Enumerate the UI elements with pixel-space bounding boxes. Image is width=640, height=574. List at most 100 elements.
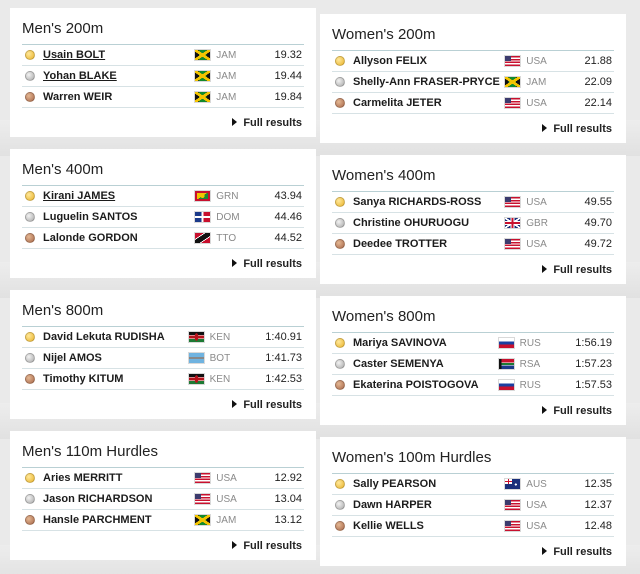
play-arrow-icon bbox=[542, 124, 548, 132]
result-time: 1:56.19 bbox=[575, 337, 612, 349]
country-code: USA bbox=[526, 520, 547, 532]
results-table: Kirani JAMES GRN 43.94 Luguelin SANTOS D… bbox=[22, 185, 304, 249]
full-results-link[interactable]: Full results bbox=[332, 255, 614, 284]
result-row: Mariya SAVINOVA RUS 1:56.19 bbox=[332, 333, 614, 354]
result-row: Dawn HARPER USA 12.37 bbox=[332, 495, 614, 516]
play-arrow-icon bbox=[542, 547, 548, 555]
gold-medal-icon bbox=[25, 473, 35, 483]
result-time: 21.88 bbox=[584, 55, 612, 67]
result-time: 43.94 bbox=[274, 190, 302, 202]
country-code: GRN bbox=[216, 190, 239, 202]
country-code: TTO bbox=[216, 232, 237, 244]
full-results-label: Full results bbox=[243, 258, 302, 270]
athlete-name-link[interactable]: Yohan BLAKE bbox=[43, 70, 117, 82]
bronze-medal-icon bbox=[25, 515, 35, 525]
play-arrow-icon bbox=[232, 541, 238, 549]
usa-flag-icon bbox=[505, 197, 521, 207]
result-row: Christine OHURUOGU GBR 49.70 bbox=[332, 213, 614, 234]
kenya-flag-icon bbox=[188, 332, 204, 342]
result-time: 1:57.23 bbox=[575, 358, 612, 370]
result-time: 1:57.53 bbox=[575, 379, 612, 391]
results-table: Sally PEARSON AUS 12.35 Dawn HARPER USA … bbox=[332, 473, 614, 537]
country-code: USA bbox=[526, 238, 547, 250]
play-arrow-icon bbox=[232, 259, 238, 267]
athlete-name: Caster SEMENYA bbox=[353, 358, 444, 370]
athlete-name: Aries MERRITT bbox=[43, 472, 123, 484]
silver-medal-icon bbox=[335, 218, 345, 228]
gold-medal-icon bbox=[25, 50, 35, 60]
result-time: 1:41.73 bbox=[265, 352, 302, 364]
event-title: Men's 110m Hurdles bbox=[22, 443, 158, 460]
country-code: DOM bbox=[216, 211, 240, 223]
gold-medal-icon bbox=[335, 56, 345, 66]
full-results-label: Full results bbox=[553, 264, 612, 276]
results-table: Mariya SAVINOVA RUS 1:56.19 Caster SEMEN… bbox=[332, 332, 614, 396]
result-time: 19.44 bbox=[274, 70, 302, 82]
silver-medal-icon bbox=[25, 212, 35, 222]
bronze-medal-icon bbox=[335, 98, 345, 108]
full-results-link[interactable]: Full results bbox=[22, 108, 304, 137]
silver-medal-icon bbox=[25, 353, 35, 363]
athlete-name: Warren WEIR bbox=[43, 91, 113, 103]
result-time: 13.04 bbox=[274, 493, 302, 505]
jamaica-flag-icon bbox=[195, 50, 211, 60]
russia-flag-icon bbox=[498, 380, 514, 390]
result-row: Usain BOLT JAM 19.32 bbox=[22, 45, 304, 66]
athlete-name: David Lekuta RUDISHA bbox=[43, 331, 165, 343]
result-time: 1:42.53 bbox=[265, 373, 302, 385]
result-row: Aries MERRITT USA 12.92 bbox=[22, 468, 304, 489]
athlete-name: Deedee TROTTER bbox=[353, 238, 448, 250]
country-code: JAM bbox=[526, 76, 547, 88]
result-row: Ekaterina POISTOGOVA RUS 1:57.53 bbox=[332, 375, 614, 396]
result-time: 13.12 bbox=[274, 514, 302, 526]
full-results-link[interactable]: Full results bbox=[22, 531, 304, 560]
south-africa-flag-icon bbox=[498, 359, 514, 369]
play-arrow-icon bbox=[232, 400, 238, 408]
result-time: 1:40.91 bbox=[265, 331, 302, 343]
athlete-name: Timothy KITUM bbox=[43, 373, 124, 385]
results-table: Aries MERRITT USA 12.92 Jason RICHARDSON… bbox=[22, 467, 304, 531]
result-time: 12.35 bbox=[584, 478, 612, 490]
athlete-name: Mariya SAVINOVA bbox=[353, 337, 447, 349]
athlete-name: Carmelita JETER bbox=[353, 97, 442, 109]
result-time: 12.48 bbox=[584, 520, 612, 532]
result-time: 44.52 bbox=[274, 232, 302, 244]
full-results-link[interactable]: Full results bbox=[332, 396, 614, 425]
result-row: Shelly-Ann FRASER-PRYCE JAM 22.09 bbox=[332, 72, 614, 93]
event-title: Men's 800m bbox=[22, 302, 104, 319]
result-time: 49.55 bbox=[584, 196, 612, 208]
full-results-link[interactable]: Full results bbox=[332, 537, 614, 566]
full-results-link[interactable]: Full results bbox=[332, 114, 614, 143]
country-code: USA bbox=[216, 472, 237, 484]
country-code: USA bbox=[526, 97, 547, 109]
full-results-link[interactable]: Full results bbox=[22, 390, 304, 419]
event-title: Men's 200m bbox=[22, 20, 104, 37]
event-card-men-800m: Men's 800m David Lekuta RUDISHA KEN 1:40… bbox=[10, 290, 316, 419]
gold-medal-icon bbox=[335, 197, 345, 207]
silver-medal-icon bbox=[25, 494, 35, 504]
full-results-link[interactable]: Full results bbox=[22, 249, 304, 278]
athlete-name: Nijel AMOS bbox=[43, 352, 102, 364]
result-row: Yohan BLAKE JAM 19.44 bbox=[22, 66, 304, 87]
result-row: David Lekuta RUDISHA KEN 1:40.91 bbox=[22, 327, 304, 348]
event-card-women-400m: Women's 400m Sanya RICHARDS-ROSS USA 49.… bbox=[320, 155, 626, 284]
athlete-name-link[interactable]: Usain BOLT bbox=[43, 49, 106, 61]
result-row: Kellie WELLS USA 12.48 bbox=[332, 516, 614, 537]
country-code: USA bbox=[526, 499, 547, 511]
athlete-name: Shelly-Ann FRASER-PRYCE bbox=[353, 76, 500, 88]
event-title: Men's 400m bbox=[22, 161, 104, 178]
russia-flag-icon bbox=[498, 338, 514, 348]
play-arrow-icon bbox=[232, 118, 238, 126]
usa-flag-icon bbox=[505, 56, 521, 66]
bronze-medal-icon bbox=[335, 380, 345, 390]
gold-medal-icon bbox=[335, 479, 345, 489]
gold-medal-icon bbox=[25, 191, 35, 201]
usa-flag-icon bbox=[505, 521, 521, 531]
country-code: JAM bbox=[216, 91, 237, 103]
athlete-name: Sanya RICHARDS-ROSS bbox=[353, 196, 482, 208]
gold-medal-icon bbox=[25, 332, 35, 342]
athlete-name-link[interactable]: Kirani JAMES bbox=[43, 190, 116, 202]
result-time: 22.09 bbox=[584, 76, 612, 88]
result-row: Kirani JAMES GRN 43.94 bbox=[22, 186, 304, 207]
result-row: Nijel AMOS BOT 1:41.73 bbox=[22, 348, 304, 369]
